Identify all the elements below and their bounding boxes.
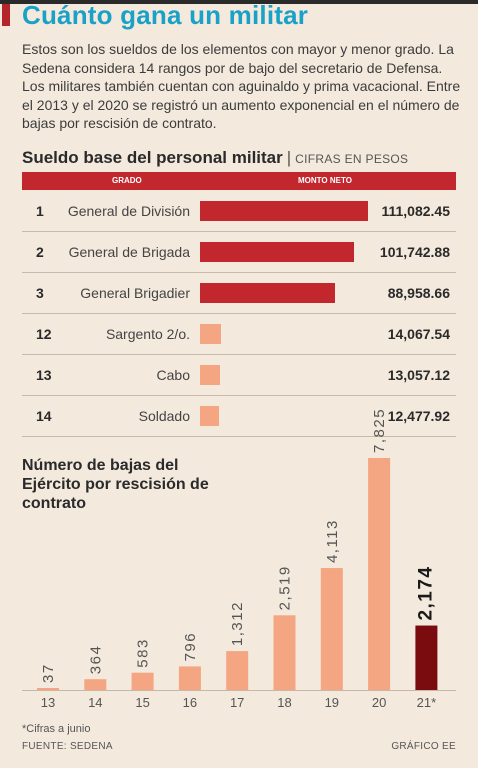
row-divider — [22, 231, 456, 232]
bar — [273, 615, 296, 690]
rank-name: General de División — [67, 203, 190, 219]
salary-amount: 111,082.45 — [381, 203, 450, 219]
intro-text: Estos son los sueldos de los elementos c… — [22, 41, 461, 131]
salary-subtitle: CIFRAS EN PESOS — [295, 152, 409, 166]
row-divider — [22, 313, 456, 314]
salary-row: 2 General de Brigada 101,742.88 — [22, 232, 456, 273]
row-divider — [22, 395, 456, 396]
salary-table-header: GRADO MONTO NETO — [22, 172, 456, 190]
bar-value-label: 37 — [40, 663, 57, 683]
salary-amount: 12,477.92 — [387, 408, 450, 424]
salary-amount: 13,057.12 — [387, 367, 450, 383]
salary-bar — [200, 406, 219, 426]
bar — [131, 672, 154, 690]
bar — [178, 666, 201, 690]
column-header-grado: GRADO — [112, 176, 142, 185]
rank-name: Sargento 2/o. — [105, 326, 190, 342]
x-tick-label: 19 — [325, 695, 339, 710]
x-tick-label: 21* — [417, 695, 437, 710]
salary-bar — [200, 283, 335, 303]
salary-title: Sueldo base del personal militar — [22, 148, 283, 167]
salary-bar — [200, 324, 221, 344]
salary-row: 14 Soldado 12,477.92 — [22, 396, 456, 437]
bar-value-label: 583 — [135, 638, 152, 668]
title-accent-block — [2, 4, 10, 26]
bar-value-label: 1,312 — [229, 601, 246, 646]
salary-row: 3 General Brigadier 88,958.66 — [22, 273, 456, 314]
source: FUENTE: SEDENA — [22, 741, 113, 752]
x-tick-label: 16 — [183, 695, 197, 710]
x-tick-label: 13 — [41, 695, 55, 710]
bar — [226, 651, 249, 690]
top-strip — [0, 0, 478, 4]
salary-amount: 88,958.66 — [387, 285, 450, 301]
column-header-monto: MONTO NETO — [298, 176, 352, 185]
x-tick-label: 17 — [230, 695, 244, 710]
bar — [320, 568, 343, 690]
bar-value-label: 2,519 — [277, 565, 294, 610]
salary-bar — [200, 242, 354, 262]
main-title: Cuánto gana un militar — [22, 0, 309, 30]
rank-number: 1 — [36, 203, 44, 219]
x-tick-label: 15 — [135, 695, 149, 710]
bar-value-label: 364 — [87, 645, 104, 675]
salary-amount: 101,742.88 — [379, 244, 450, 260]
rank-number: 3 — [36, 285, 44, 301]
rank-number: 13 — [36, 367, 52, 383]
salary-row: 13 Cabo 13,057.12 — [22, 355, 456, 396]
salary-bar — [200, 365, 220, 385]
bajas-chart-title: Número de bajas del Ejército por rescisi… — [22, 457, 209, 512]
rank-name: General de Brigada — [68, 244, 190, 260]
bar — [84, 679, 107, 690]
bar — [415, 625, 438, 690]
bar — [368, 458, 391, 690]
bar-value-label: 4,113 — [324, 519, 341, 563]
rank-name: Cabo — [156, 367, 190, 383]
footnote: *Cifras a junio — [22, 723, 91, 735]
title-separator: | — [286, 148, 292, 167]
row-divider — [22, 436, 456, 437]
bar-value-label: 7,825 — [371, 408, 388, 453]
x-tick-label: 14 — [88, 695, 102, 710]
x-tick-label: 20 — [372, 695, 386, 710]
salary-section-title: Sueldo base del personal militar | CIFRAS … — [22, 148, 408, 168]
salary-row: 1 General de División 111,082.45 — [22, 191, 456, 232]
salary-row: 12 Sargento 2/o. 14,067.54 — [22, 314, 456, 355]
salary-bar — [200, 201, 368, 221]
bar — [37, 688, 59, 690]
row-divider — [22, 272, 456, 273]
bar-value-label: 796 — [182, 632, 199, 662]
rank-name: Soldado — [138, 408, 190, 424]
rank-number: 14 — [36, 408, 52, 424]
rank-name: General Brigadier — [80, 285, 190, 301]
row-divider — [22, 354, 456, 355]
bar-value-label: 2,174 — [415, 565, 436, 620]
rank-number: 2 — [36, 244, 44, 260]
x-tick-label: 18 — [277, 695, 291, 710]
credit: GRÁFICO EE — [391, 741, 456, 752]
rank-number: 12 — [36, 326, 52, 342]
salary-amount: 14,067.54 — [387, 326, 450, 342]
